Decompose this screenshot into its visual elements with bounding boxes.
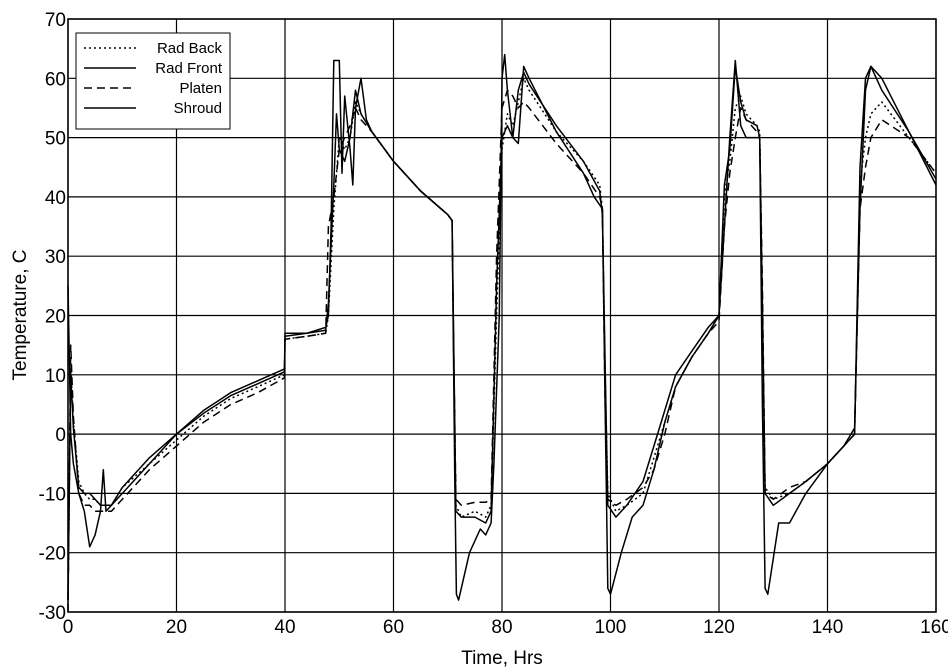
legend-label: Rad Front	[155, 60, 223, 77]
legend-items: Rad Back Rad Front Platen Shroud	[84, 40, 223, 117]
x-tick-label: 40	[274, 617, 295, 638]
legend-label: Platen	[179, 80, 222, 97]
legend: Rad Back Rad Front Platen Shroud	[75, 32, 231, 130]
x-tick-label: 100	[595, 617, 627, 638]
y-tick-label: 10	[45, 366, 66, 387]
y-tick-label: 40	[45, 188, 66, 209]
y-tick-label: 70	[45, 10, 66, 31]
x-tick-label: 160	[920, 617, 948, 638]
y-tick-label: 50	[45, 129, 66, 150]
series-line-shroud	[67, 53, 937, 601]
x-tick-label: 80	[491, 617, 512, 638]
y-axis-label: Temperature, C	[10, 250, 31, 381]
y-tick-label: -10	[39, 484, 66, 505]
y-tick-label: -30	[39, 603, 66, 624]
x-tick-label: 60	[383, 617, 404, 638]
y-tick-label: 60	[45, 69, 66, 90]
series-layer	[67, 53, 937, 613]
legend-label: Rad Back	[157, 40, 223, 57]
x-tick-label: 140	[812, 617, 844, 638]
y-tick-label: -20	[39, 544, 66, 565]
plot-frame	[67, 18, 937, 613]
y-tick-labels: -30 -20 -10 0 10 20 30 40 50 60 70	[39, 10, 66, 624]
x-axis-label: Time, Hrs	[461, 648, 543, 669]
y-tick-label: 0	[55, 425, 66, 446]
x-tick-labels: 0 20 40 60 80 100 120 140 160	[63, 617, 948, 638]
y-tick-label: 30	[45, 247, 66, 268]
x-tick-label: 0	[63, 617, 74, 638]
y-tick-label: 20	[45, 307, 66, 328]
legend-box	[75, 32, 231, 130]
x-tick-label: 120	[703, 617, 735, 638]
legend-label: Shroud	[174, 100, 222, 117]
x-tick-label: 20	[166, 617, 187, 638]
